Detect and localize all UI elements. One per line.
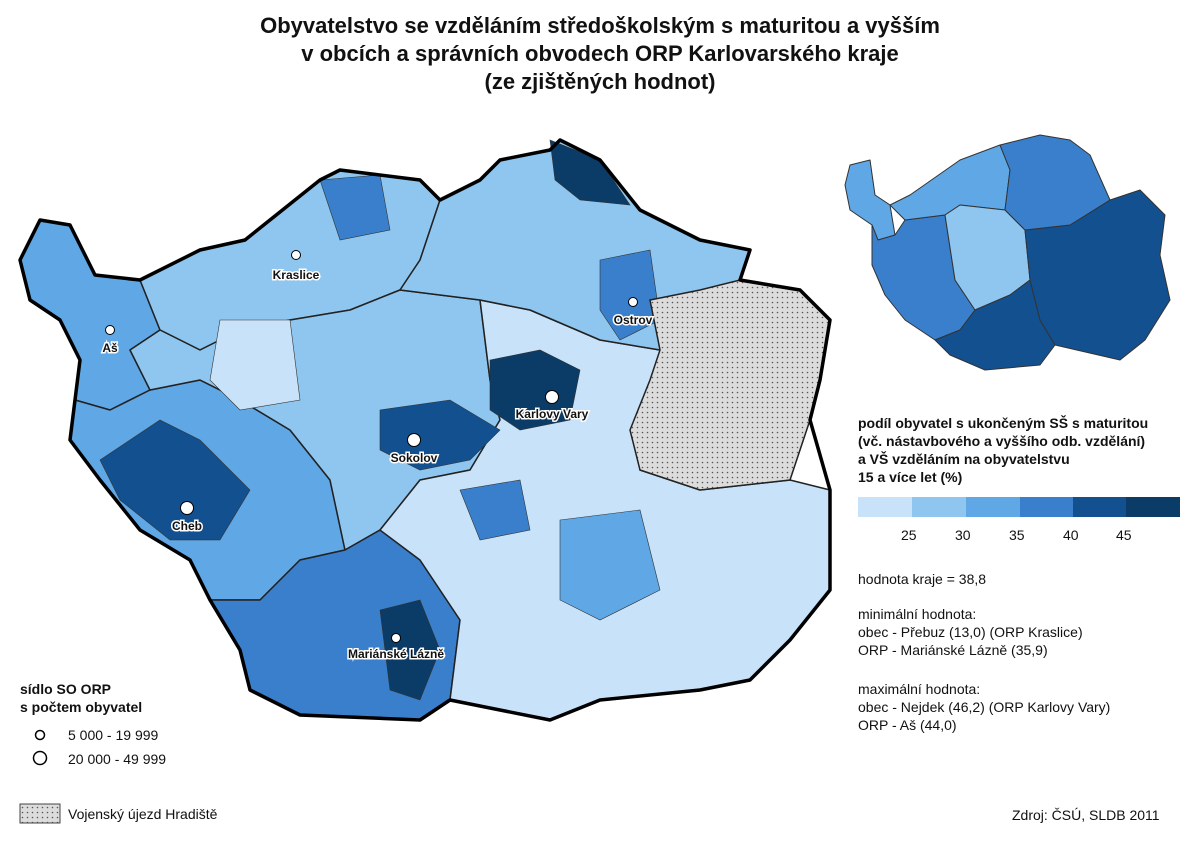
city-marker-as <box>105 325 115 335</box>
municipality-patch <box>209 319 301 411</box>
municipality-patch <box>459 479 531 541</box>
city-label-marianske-lazne: Mariánské Lázně <box>348 647 444 661</box>
scale-class-4 <box>1020 497 1073 517</box>
orp-as <box>19 219 161 411</box>
source-note: Zdroj: ČSÚ, SLDB 2011 <box>1012 807 1160 823</box>
city-marker-sokolov <box>407 433 421 447</box>
scale-class-3 <box>966 497 1020 517</box>
city-marker-ostrov <box>628 297 638 307</box>
inset-map <box>844 134 1171 371</box>
map-title: Obyvatelstvo se vzděláním středoškolským… <box>260 13 940 94</box>
color-scale <box>858 497 1180 517</box>
city-label-kraslice: Kraslice <box>273 268 320 282</box>
city-label-ostrov: Ostrov <box>614 313 653 327</box>
municipality-patch <box>599 249 661 341</box>
region-value: hodnota kraje = 38,8 <box>858 571 987 587</box>
military-area <box>629 279 831 491</box>
city-marker-cheb <box>180 501 194 515</box>
city-label-karlovy-vary: Karlovy Vary <box>516 407 589 421</box>
region-outline <box>18 138 832 722</box>
scale-break: 25 <box>901 527 917 543</box>
city-label-sokolov: Sokolov <box>391 451 438 465</box>
legend-heading: podíl obyvatel s ukončeným SŠ s maturito… <box>858 415 1149 485</box>
settlement-legend-heading: sídlo SO ORP s počtem obyvatel <box>20 681 143 715</box>
municipality-patch <box>379 599 441 701</box>
scale-class-6 <box>1126 497 1180 517</box>
city-marker-marianske-lazne <box>391 633 401 643</box>
scale-class-5 <box>1073 497 1126 517</box>
scale-break: 35 <box>1009 527 1025 543</box>
city-markers: Kraslice Aš Ostrov Karlovy Vary Sokolov … <box>101 250 654 663</box>
city-marker-kraslice <box>291 250 301 260</box>
max-values: maximální hodnota: obec - Nejdek (46,2) … <box>858 681 1111 733</box>
city-label-cheb: Cheb <box>172 519 202 533</box>
scale-class-2 <box>912 497 966 517</box>
scale-break: 30 <box>955 527 971 543</box>
city-label-as: Aš <box>102 341 118 355</box>
municipality-patch <box>559 509 661 621</box>
small-city-symbol <box>34 729 46 741</box>
military-area-label: Vojenský újezd Hradiště <box>68 806 218 822</box>
inset-orp-as <box>844 159 896 241</box>
large-city-label: 20 000 - 49 999 <box>68 751 167 767</box>
military-area-symbol <box>19 803 61 824</box>
inset-orp-ml <box>934 279 1056 371</box>
small-city-label: 5 000 - 19 999 <box>68 727 159 743</box>
scale-break: 45 <box>1116 527 1132 543</box>
scale-break: 40 <box>1063 527 1079 543</box>
large-city-symbol <box>32 750 48 766</box>
municipality-patch <box>379 399 501 471</box>
min-values: minimální hodnota: obec - Přebuz (13,0) … <box>858 606 1083 658</box>
municipality-patch <box>99 419 251 541</box>
inset-orp-ostrov <box>999 134 1111 231</box>
city-marker-karlovy-vary <box>545 390 559 404</box>
municipality-patch <box>319 174 391 241</box>
scale-class-1 <box>858 497 912 517</box>
municipality-patch <box>489 349 581 431</box>
